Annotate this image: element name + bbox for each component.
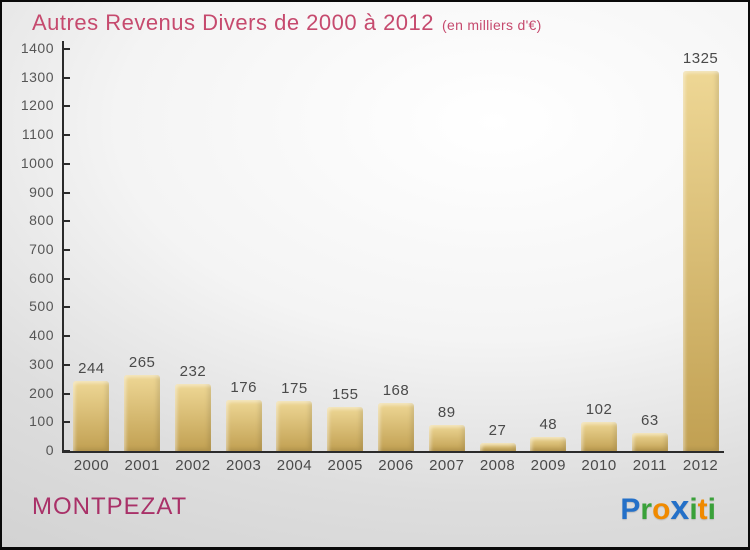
logo-letter: i: [707, 493, 716, 526]
bar-2010: [581, 421, 618, 451]
chart-header: Autres Revenus Divers de 2000 à 2012 (en …: [32, 10, 542, 36]
bar-2003: [225, 400, 262, 451]
logo-letter: o: [652, 493, 671, 526]
y-tick-mark: [64, 363, 70, 366]
y-tick-label: 1400: [20, 40, 54, 56]
x-tick-label: 2001: [124, 457, 160, 474]
y-tick-mark: [64, 134, 70, 137]
bar-value-label: 1325: [682, 49, 719, 67]
bar-value-label: 27: [488, 422, 507, 440]
bar-2008: [479, 443, 516, 451]
y-tick-mark: [64, 306, 70, 309]
y-tick-label: 400: [29, 327, 54, 344]
bar-slot: 63 2011: [624, 49, 675, 474]
x-tick-label: 2003: [225, 457, 262, 474]
y-tick-mark: [64, 277, 70, 280]
bar-slot: 48 2009: [523, 49, 574, 474]
y-tick-mark: [64, 421, 70, 424]
bar-2004: [276, 400, 313, 451]
y-tick-mark: [64, 162, 70, 165]
x-tick-label: 2010: [581, 457, 617, 474]
y-tick-label: 700: [29, 241, 54, 257]
bar-slot: 89 2007: [421, 49, 472, 474]
bar-slot: 175 2004: [269, 49, 320, 474]
y-tick-mark: [64, 249, 70, 251]
x-tick-label: 2009: [530, 457, 566, 474]
logo-letter: P: [620, 493, 641, 526]
y-tick-label: 900: [29, 183, 54, 200]
bar-value-label: 175: [281, 379, 308, 397]
bar-slot: 1325 2012: [675, 49, 726, 474]
y-tick-label: 500: [29, 298, 54, 315]
bar-chart: 0 100 200 300 400 500 600 700 800 900 1000 1100 1200…: [21, 40, 724, 474]
bar-2000: [73, 380, 110, 451]
bar-2006: [377, 402, 414, 451]
x-tick-label: 2004: [276, 457, 313, 474]
bar-slot: 168 2006: [371, 49, 422, 474]
y-tick-mark: [64, 392, 70, 395]
y-tick-mark: [64, 450, 70, 452]
bar-2011: [631, 432, 668, 451]
y-tick-label: 800: [29, 212, 54, 229]
bar-slot: 27 2008: [472, 49, 523, 474]
bar-value-label: 168: [382, 381, 410, 399]
y-tick-label: 0: [45, 442, 54, 458]
bar-value-label: 102: [585, 400, 613, 418]
bar-value-label: 265: [128, 353, 156, 371]
y-tick-mark: [64, 76, 70, 79]
bar-value-label: 244: [78, 359, 105, 377]
bar-2009: [530, 437, 567, 451]
bar-2001: [124, 374, 161, 451]
x-tick-label: 2002: [175, 457, 211, 474]
chart-title: Autres Revenus Divers de 2000 à 2012: [32, 10, 435, 35]
y-tick-mark: [64, 105, 70, 108]
y-tick-label: 1000: [20, 154, 54, 171]
y-tick-label: 1300: [20, 68, 54, 85]
logo-letter: t: [697, 493, 708, 526]
bar-slot: 244 2000: [66, 49, 117, 474]
y-tick-label: 200: [29, 384, 54, 401]
bar-2007: [428, 425, 465, 451]
bar-2002: [174, 384, 211, 451]
bar-slot: 155 2005: [320, 49, 371, 474]
y-tick-mark: [64, 191, 70, 194]
y-tick-label: 1100: [21, 126, 54, 143]
location-label: MONTPEZAT: [32, 493, 188, 520]
x-tick-label: 2005: [327, 457, 363, 474]
y-axis-line: [62, 41, 64, 453]
x-tick-label: 2012: [682, 457, 719, 474]
x-axis-line: [62, 451, 724, 453]
logo-letter: x: [670, 489, 690, 527]
x-tick-label: 2007: [429, 457, 465, 474]
bar-slot: 176 2003: [218, 49, 269, 474]
y-tick-label: 300: [29, 355, 54, 372]
x-tick-label: 2011: [632, 457, 667, 474]
bar-slot: 102 2010: [574, 49, 625, 474]
logo-letter: i: [689, 493, 698, 526]
bar-value-label: 176: [230, 379, 257, 397]
bar-value-label: 232: [179, 363, 207, 381]
chart-subtitle: (en milliers d'€): [442, 17, 542, 33]
y-tick-label: 1200: [20, 97, 54, 114]
bar-2012: [682, 70, 719, 451]
bar-value-label: 48: [539, 416, 558, 434]
logo-letter: r: [640, 493, 653, 526]
y-tick-mark: [64, 48, 70, 50]
bar-value-label: 63: [640, 411, 659, 429]
y-tick-mark: [64, 220, 70, 223]
bar-2005: [327, 406, 364, 451]
x-tick-label: 2006: [378, 457, 414, 474]
bar-value-label: 155: [331, 385, 359, 403]
x-tick-label: 2008: [479, 457, 516, 474]
x-tick-label: 2000: [73, 457, 110, 474]
y-tick-label: 600: [29, 269, 54, 286]
bar-value-label: 89: [437, 404, 456, 422]
bar-slot: 232 2002: [168, 49, 219, 474]
bar-slot: 265 2001: [117, 49, 168, 474]
proxiti-logo[interactable]: Proxiti: [620, 489, 716, 528]
y-tick-label: 100: [29, 413, 54, 430]
y-tick-mark: [64, 335, 70, 338]
